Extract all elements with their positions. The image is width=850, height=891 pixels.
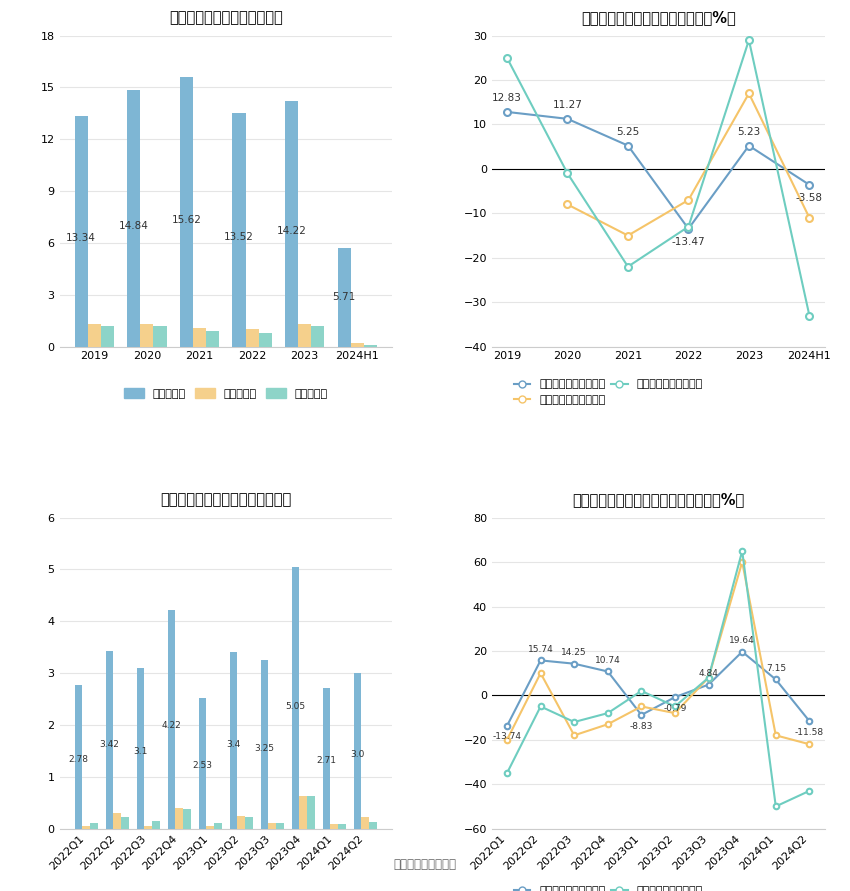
- Text: 10.74: 10.74: [595, 656, 620, 665]
- Bar: [298, 324, 311, 347]
- Bar: [351, 343, 364, 347]
- Bar: [338, 824, 346, 829]
- Bar: [90, 823, 98, 829]
- Bar: [230, 652, 237, 829]
- Text: -0.79: -0.79: [663, 704, 687, 713]
- Bar: [307, 797, 315, 829]
- Bar: [137, 668, 144, 829]
- Bar: [144, 826, 152, 829]
- Text: 14.22: 14.22: [276, 226, 307, 236]
- Text: 3.0: 3.0: [350, 749, 365, 758]
- Bar: [311, 326, 325, 347]
- Text: 19.64: 19.64: [729, 636, 755, 645]
- Bar: [206, 331, 219, 347]
- Bar: [113, 813, 122, 829]
- Bar: [246, 330, 258, 347]
- Bar: [180, 77, 193, 347]
- Text: -11.58: -11.58: [795, 728, 824, 737]
- Bar: [292, 567, 299, 829]
- Text: 15.74: 15.74: [528, 645, 553, 654]
- Text: 4.22: 4.22: [162, 721, 181, 731]
- Bar: [101, 326, 114, 347]
- Text: 5.23: 5.23: [737, 127, 761, 137]
- Bar: [337, 248, 351, 347]
- Bar: [258, 333, 272, 347]
- Text: 3.4: 3.4: [226, 740, 241, 749]
- Text: -13.47: -13.47: [672, 236, 705, 247]
- Text: 13.34: 13.34: [66, 233, 96, 243]
- Text: 5.71: 5.71: [332, 292, 356, 302]
- Bar: [167, 610, 175, 829]
- Text: 3.1: 3.1: [133, 748, 148, 756]
- Text: -8.83: -8.83: [630, 722, 653, 731]
- Text: 5.25: 5.25: [616, 127, 639, 136]
- Text: 5.05: 5.05: [286, 702, 306, 711]
- Bar: [323, 688, 331, 829]
- Text: 数据来源：恒生聚源: 数据来源：恒生聚源: [394, 858, 456, 871]
- Text: 2.78: 2.78: [69, 755, 88, 764]
- Bar: [75, 684, 82, 829]
- Bar: [183, 809, 191, 829]
- Bar: [369, 822, 377, 829]
- Bar: [128, 90, 140, 347]
- Bar: [154, 326, 167, 347]
- Bar: [285, 101, 298, 347]
- Bar: [122, 817, 129, 829]
- Title: 历年营收、净利同比增长率情况（%）: 历年营收、净利同比增长率情况（%）: [581, 10, 735, 25]
- Bar: [232, 113, 246, 347]
- Bar: [276, 823, 284, 829]
- Title: 营收、净利季度变动情况（亿元）: 营收、净利季度变动情况（亿元）: [160, 492, 292, 507]
- Bar: [361, 817, 369, 829]
- Text: -3.58: -3.58: [796, 192, 823, 202]
- Text: 13.52: 13.52: [224, 232, 254, 241]
- Text: 14.25: 14.25: [561, 648, 587, 657]
- Text: 2.71: 2.71: [316, 756, 337, 765]
- Bar: [82, 826, 90, 829]
- Bar: [364, 345, 377, 347]
- Bar: [354, 673, 361, 829]
- Text: -13.74: -13.74: [492, 732, 522, 741]
- Bar: [261, 660, 269, 829]
- Bar: [299, 796, 307, 829]
- Bar: [269, 823, 276, 829]
- Text: 4.84: 4.84: [699, 669, 718, 678]
- Bar: [193, 328, 206, 347]
- Bar: [207, 826, 214, 829]
- Bar: [331, 824, 338, 829]
- Bar: [214, 823, 222, 829]
- Text: 2.53: 2.53: [193, 761, 212, 770]
- Bar: [105, 651, 113, 829]
- Bar: [88, 324, 101, 347]
- Legend: 营业总收入同比增长率, 归母净利润同比增长率, 扣非净利润同比增长率: 营业总收入同比增长率, 归母净利润同比增长率, 扣非净利润同比增长率: [509, 882, 707, 891]
- Text: 15.62: 15.62: [172, 216, 201, 225]
- Title: 历年营收、净利情况（亿元）: 历年营收、净利情况（亿元）: [169, 10, 283, 25]
- Bar: [245, 817, 253, 829]
- Text: 11.27: 11.27: [552, 100, 582, 110]
- Title: 营收、净利同比增长率季度变动情况（%）: 营收、净利同比增长率季度变动情况（%）: [572, 492, 745, 507]
- Bar: [175, 808, 183, 829]
- Bar: [152, 822, 160, 829]
- Legend: 营业总收入同比增长率, 归母净利润同比增长率, 扣非净利润同比增长率: 营业总收入同比增长率, 归母净利润同比增长率, 扣非净利润同比增长率: [509, 375, 707, 410]
- Legend: 营业总收入, 归母净利润, 扣非净利润: 营业总收入, 归母净利润, 扣非净利润: [120, 384, 332, 404]
- Bar: [199, 698, 207, 829]
- Text: 3.42: 3.42: [99, 740, 120, 748]
- Text: 3.25: 3.25: [254, 744, 275, 753]
- Text: 14.84: 14.84: [119, 221, 149, 232]
- Bar: [140, 324, 154, 347]
- Text: 12.83: 12.83: [492, 93, 522, 103]
- Bar: [237, 815, 245, 829]
- Text: 7.15: 7.15: [766, 664, 786, 673]
- Bar: [75, 116, 88, 347]
